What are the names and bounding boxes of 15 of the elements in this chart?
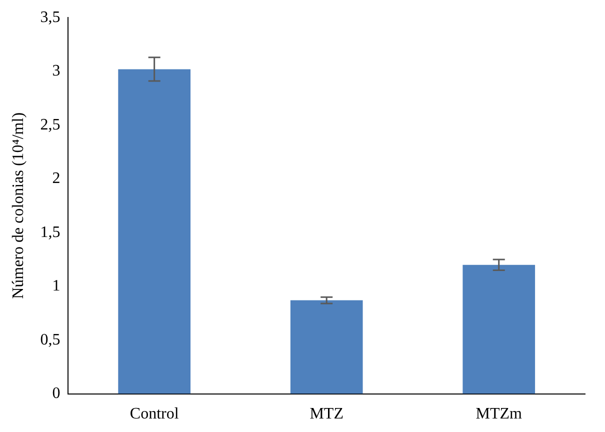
y-tick-label: 0 <box>52 385 60 402</box>
y-axis-title: Número de colonias (10⁴/ml) <box>10 112 27 299</box>
y-tick-label: 3 <box>52 62 60 80</box>
y-tick-label: 3,5 <box>40 8 60 26</box>
y-tick-label: 1 <box>52 278 60 295</box>
x-tick-label: MTZ <box>310 406 344 423</box>
x-tick-label: MTZm <box>476 406 523 423</box>
bar <box>118 69 191 394</box>
y-tick-label: 1,5 <box>40 224 60 241</box>
y-tick-label: 0,5 <box>40 331 60 348</box>
y-tick-label: 2 <box>52 170 60 188</box>
bar <box>462 264 536 394</box>
y-tick-label: 2,5 <box>40 116 60 134</box>
bar <box>290 300 363 394</box>
x-tick-label: Control <box>130 406 180 423</box>
